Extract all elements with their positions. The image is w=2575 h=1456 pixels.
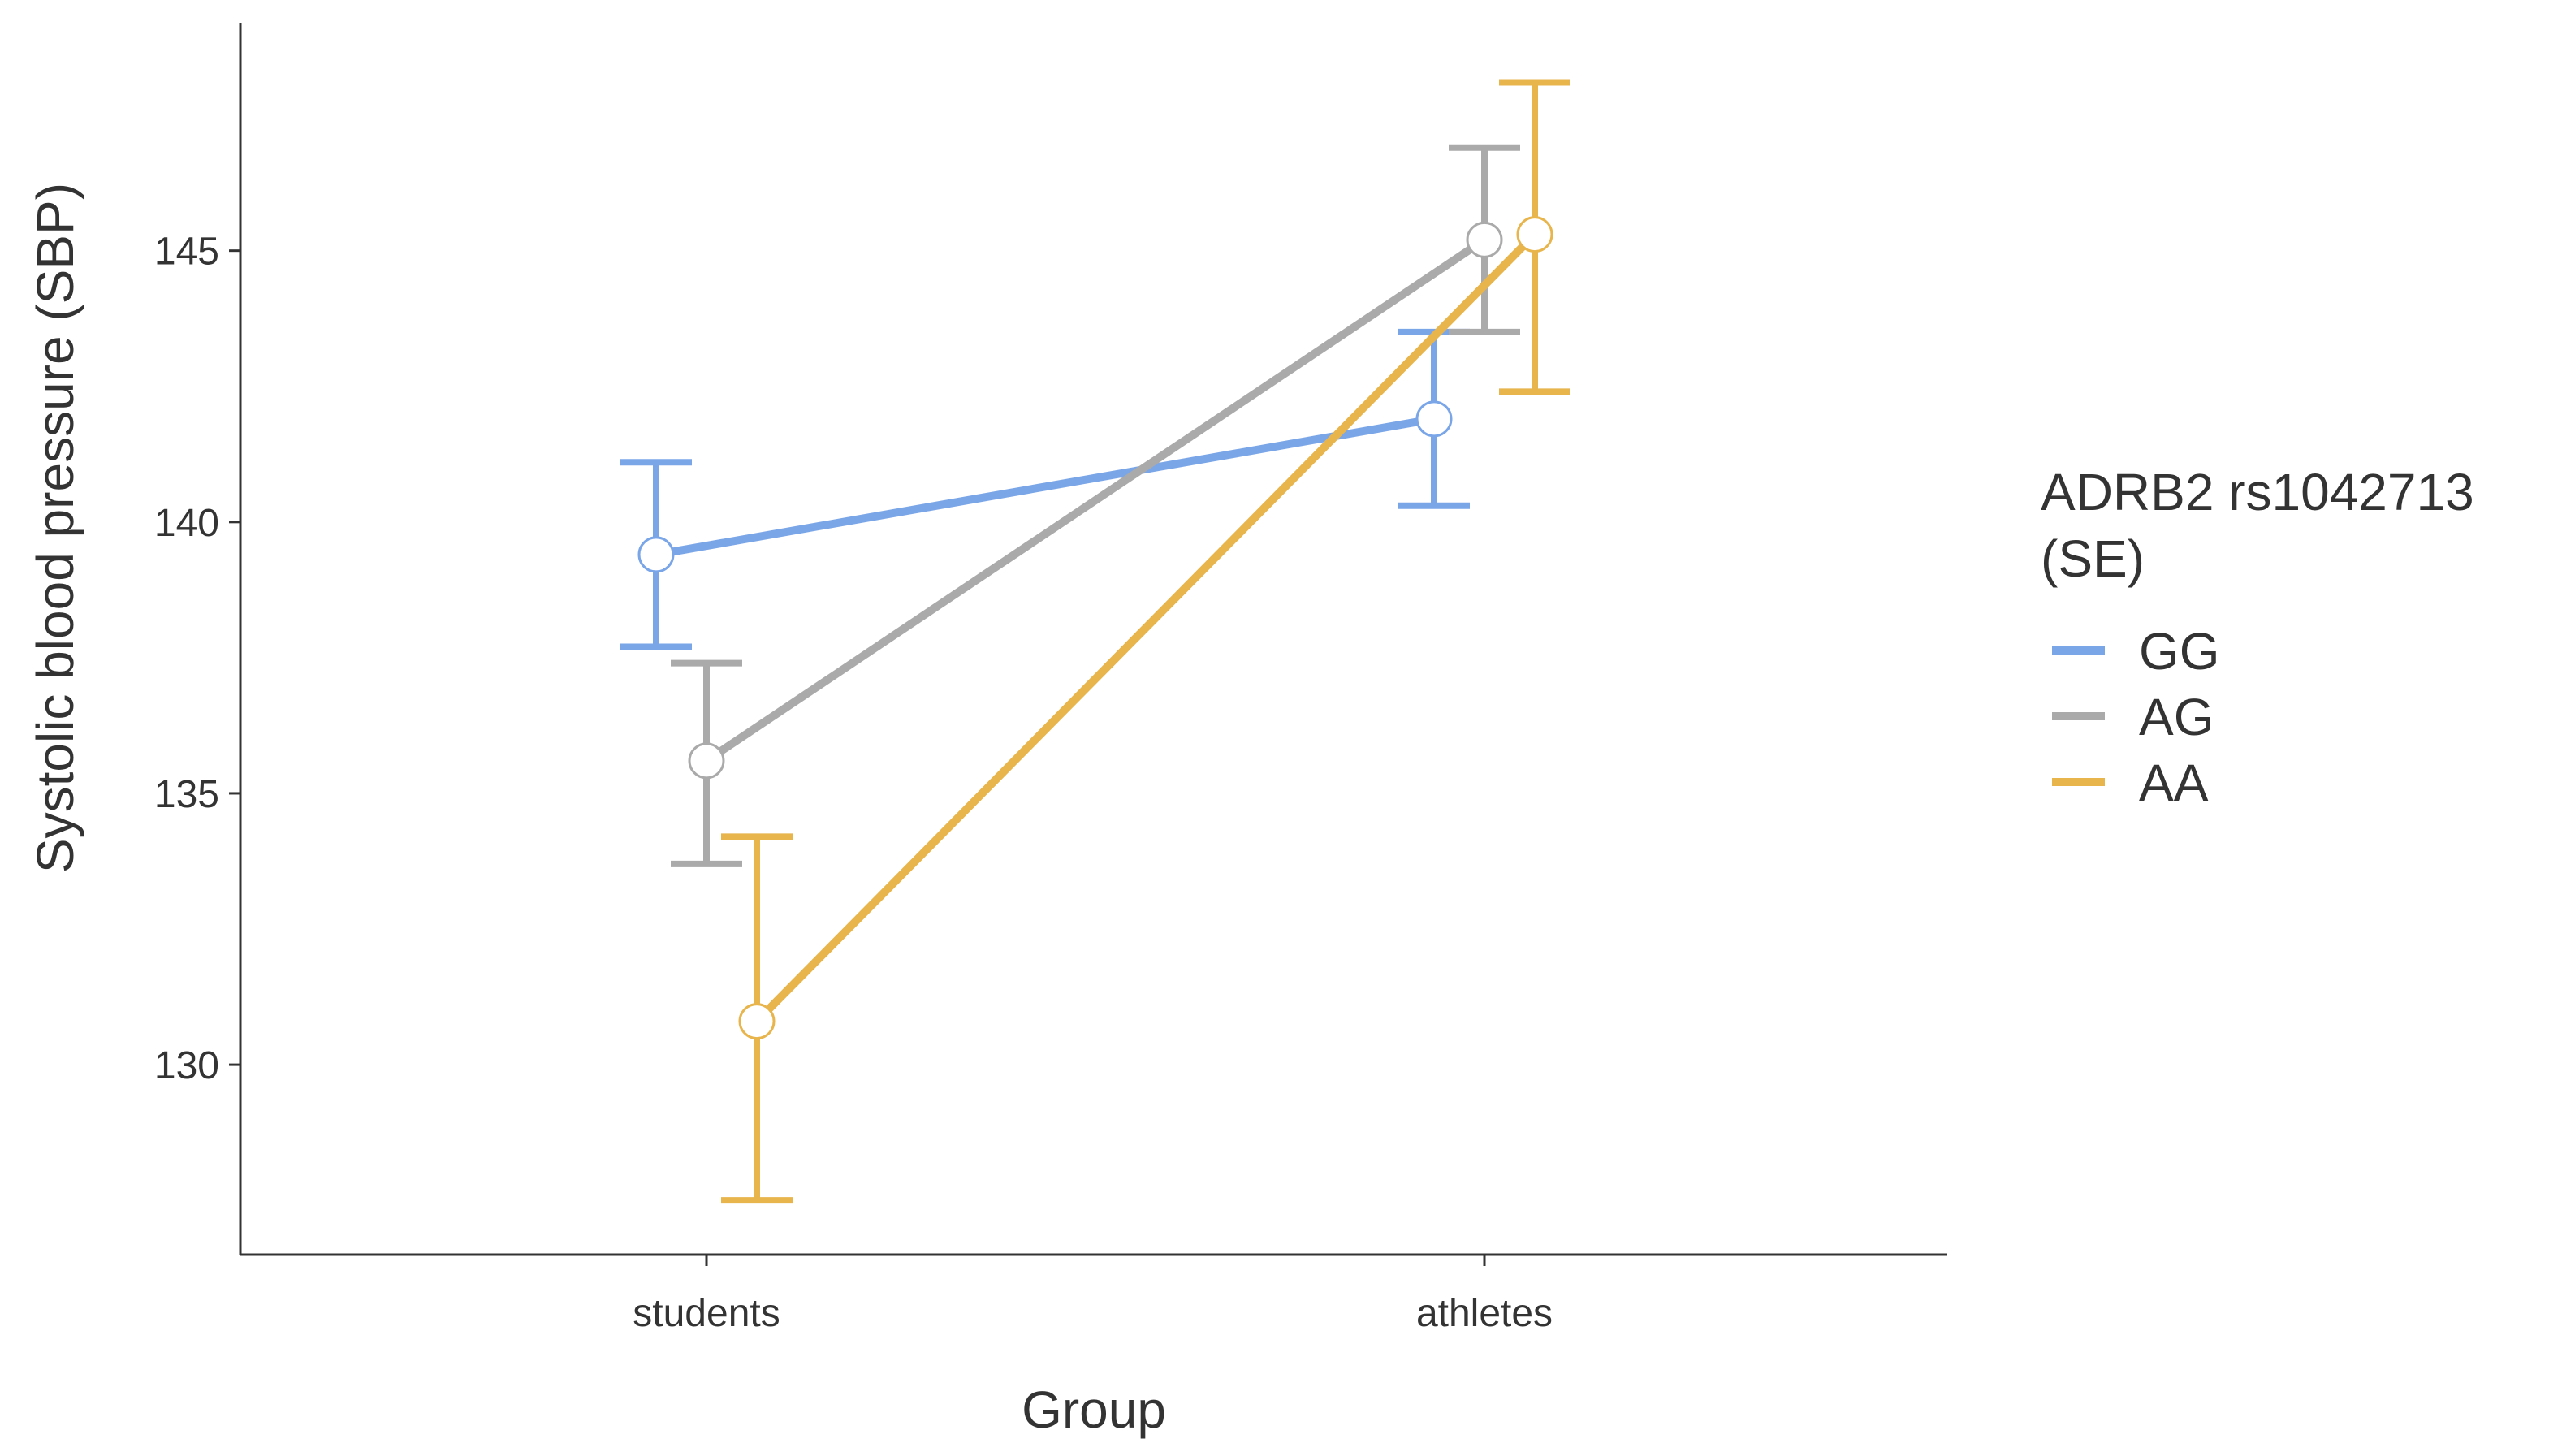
data-point-ag <box>688 742 725 780</box>
legend-title-line-2: (SE) <box>2041 529 2145 588</box>
data-point-ag <box>1466 221 1503 258</box>
x-tick-label: athletes <box>1416 1292 1553 1335</box>
series-line-gg <box>655 414 1435 559</box>
x-axis-title: Group <box>1022 1380 1166 1439</box>
y-tick-label: 130 <box>154 1044 219 1087</box>
series-line-ag <box>704 236 1487 765</box>
error-bars-aa <box>721 79 1570 1204</box>
data-point-gg <box>1415 400 1453 438</box>
y-tick-label: 145 <box>154 231 219 274</box>
axes: 130 135 140 145 students athletes <box>154 23 1947 1335</box>
legend-label-ag: AG <box>2139 688 2214 746</box>
y-tick-label: 135 <box>154 773 219 816</box>
series-line-aa <box>754 231 1538 1025</box>
x-ticks: students athletes <box>633 1255 1553 1335</box>
legend-label-aa: AA <box>2139 754 2209 812</box>
data-point-gg <box>637 536 675 573</box>
y-tick-label: 140 <box>154 502 219 545</box>
legend-label-gg: GG <box>2139 622 2220 680</box>
legend-title-line-1: ADRB2 rs1042713 <box>2041 463 2474 521</box>
legend: ADRB2 rs1042713 (SE) GG AG AA <box>2041 463 2474 812</box>
legend-items: GG AG AA <box>2052 622 2220 812</box>
x-tick-label: students <box>633 1292 780 1335</box>
y-axis-title: Systolic blood pressure (SBP) <box>26 183 84 873</box>
plot-area <box>620 79 1570 1204</box>
error-bars-ag <box>671 144 1520 867</box>
data-point-aa <box>738 1003 776 1040</box>
y-ticks: 130 135 140 145 <box>154 231 240 1087</box>
data-point-aa <box>1516 216 1553 253</box>
